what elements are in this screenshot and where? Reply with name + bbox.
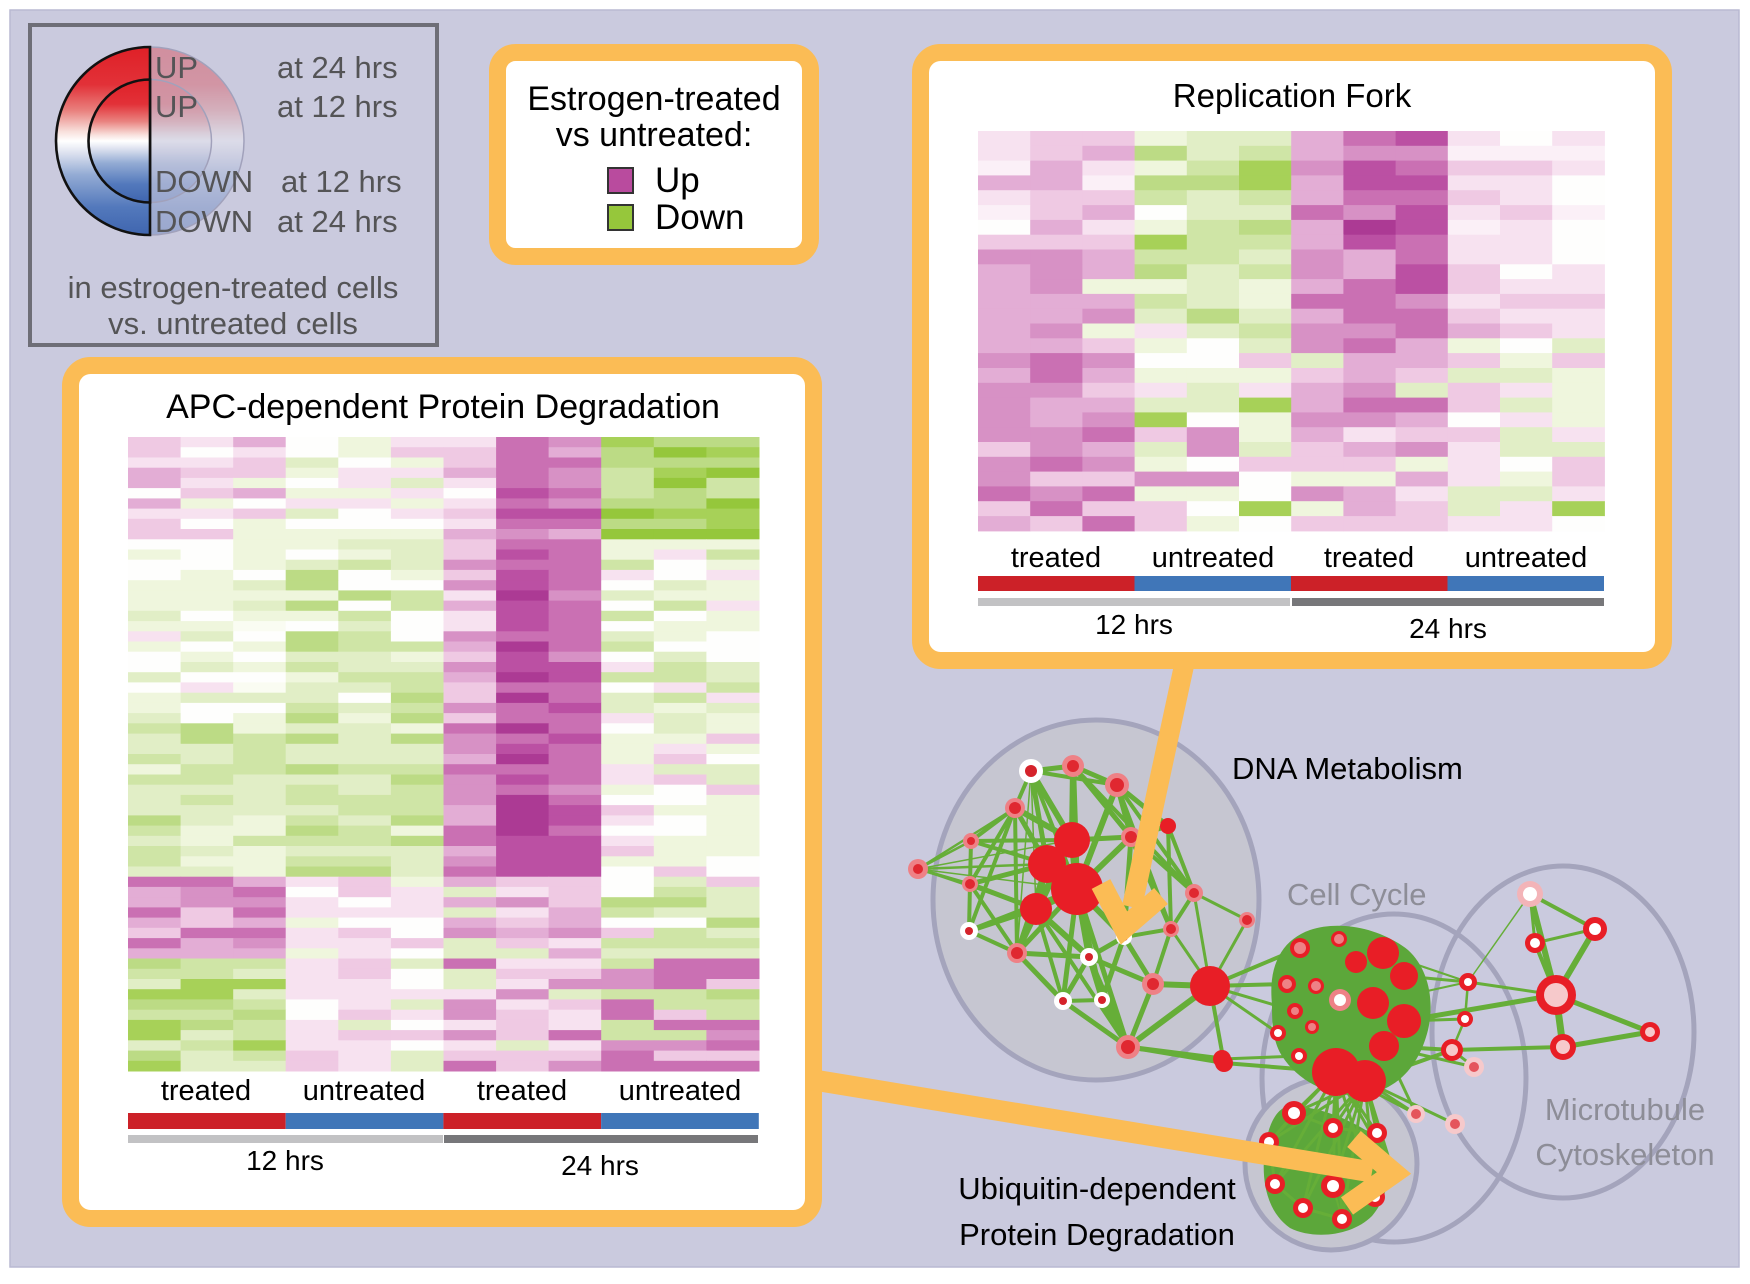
svg-text:Microtubule: Microtubule [1545, 1092, 1705, 1127]
svg-text:Cytoskeleton: Cytoskeleton [1535, 1137, 1714, 1172]
svg-text:at 12 hrs: at 12 hrs [277, 89, 398, 124]
svg-text:Cell Cycle: Cell Cycle [1287, 877, 1427, 912]
svg-text:12 hrs: 12 hrs [246, 1145, 324, 1176]
svg-text:in estrogen-treated cells: in estrogen-treated cells [68, 270, 399, 305]
svg-text:DOWN: DOWN [155, 204, 253, 239]
svg-text:vs. untreated cells: vs. untreated cells [108, 306, 358, 341]
svg-text:Up: Up [655, 161, 700, 200]
svg-text:treated: treated [1011, 542, 1101, 574]
svg-text:APC-dependent Protein Degradat: APC-dependent Protein Degradation [166, 388, 720, 426]
svg-text:untreated: untreated [1152, 542, 1275, 574]
svg-text:at 24 hrs: at 24 hrs [277, 204, 398, 239]
svg-text:treated: treated [477, 1075, 567, 1107]
svg-text:untreated: untreated [619, 1075, 742, 1107]
svg-text:at 12 hrs: at 12 hrs [281, 164, 402, 199]
svg-text:Replication Fork: Replication Fork [1173, 77, 1412, 114]
svg-text:Estrogen-treated: Estrogen-treated [527, 80, 780, 118]
svg-text:untreated: untreated [303, 1075, 426, 1107]
svg-text:UP: UP [155, 89, 198, 124]
svg-text:Protein Degradation: Protein Degradation [959, 1217, 1235, 1252]
svg-text:UP: UP [155, 50, 198, 85]
svg-text:Ubiquitin-dependent: Ubiquitin-dependent [958, 1171, 1236, 1206]
svg-text:untreated: untreated [1465, 542, 1588, 574]
svg-text:at 24 hrs: at 24 hrs [277, 50, 398, 85]
svg-text:treated: treated [161, 1075, 251, 1107]
svg-text:treated: treated [1324, 542, 1414, 574]
svg-text:DOWN: DOWN [155, 164, 253, 199]
svg-text:24 hrs: 24 hrs [561, 1150, 639, 1181]
svg-text:24 hrs: 24 hrs [1409, 613, 1487, 644]
svg-text:Down: Down [655, 198, 744, 237]
svg-text:12 hrs: 12 hrs [1095, 609, 1173, 640]
svg-text:vs untreated:: vs untreated: [556, 116, 753, 154]
svg-text:DNA Metabolism: DNA Metabolism [1232, 751, 1463, 786]
